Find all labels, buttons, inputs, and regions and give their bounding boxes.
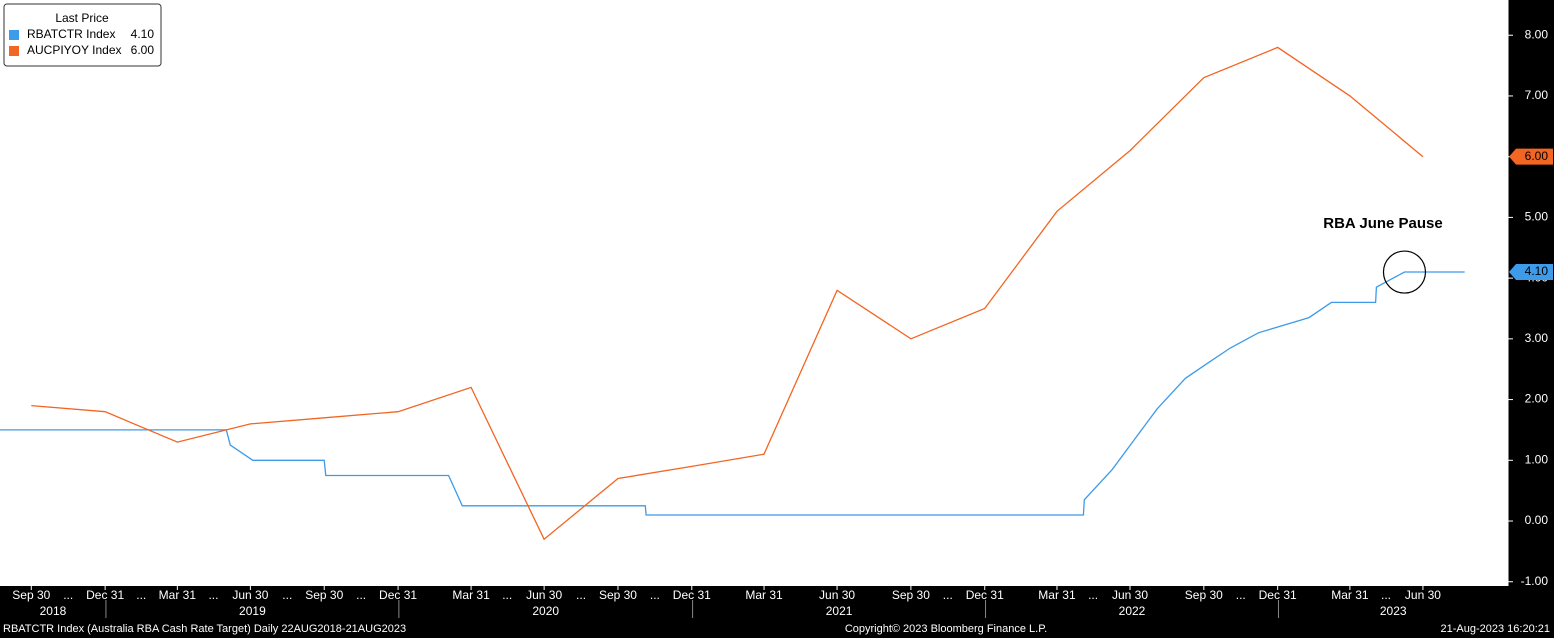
y-tick-label: 1.00 <box>1525 452 1549 466</box>
footer-center: Copyright© 2023 Bloomberg Finance L.P. <box>845 623 1047 635</box>
year-label: 2018 <box>40 604 67 618</box>
last-price-label: 4.10 <box>1525 264 1549 278</box>
x-tick-label: Dec 31 <box>673 588 711 602</box>
x-tick-label: ... <box>136 588 146 602</box>
x-tick-label: ... <box>282 588 292 602</box>
x-tick-label: ... <box>576 588 586 602</box>
year-label: 2022 <box>1119 604 1146 618</box>
y-tick-label: 8.00 <box>1525 27 1549 41</box>
legend: Last Price RBATCTR Index 4.10 AUCPIYOY Ind… <box>3 3 162 67</box>
x-tick-label: Jun 30 <box>232 588 268 602</box>
legend-box <box>3 3 162 67</box>
x-tick-label: ... <box>63 588 73 602</box>
x-tick-label: Jun 30 <box>819 588 855 602</box>
x-tick-label: ... <box>1381 588 1391 602</box>
x-tick-label: Jun 30 <box>526 588 562 602</box>
plot-area <box>0 0 1508 586</box>
footer-right: 21-Aug-2023 16:20:21 <box>1441 623 1550 635</box>
year-label: 2019 <box>239 604 266 618</box>
year-label: 2023 <box>1380 604 1407 618</box>
legend-label: RBATCTR Index <box>27 27 115 41</box>
annotation-circle <box>1382 250 1427 294</box>
year-label: 2020 <box>532 604 559 618</box>
last-price-tag <box>1509 148 1553 165</box>
x-tick-label: Mar 31 <box>1331 588 1369 602</box>
x-tick-label: ... <box>943 588 953 602</box>
y-tick-label: 3.00 <box>1525 331 1549 345</box>
x-tick-label: Mar 31 <box>745 588 783 602</box>
legend-swatch <box>9 46 19 56</box>
x-tick-label: Jun 30 <box>1112 588 1148 602</box>
x-tick-label: Mar 31 <box>159 588 197 602</box>
x-tick-label: Sep 30 <box>1185 588 1223 602</box>
x-tick-label: Mar 31 <box>452 588 490 602</box>
annotation: RBA June Pause <box>1323 215 1442 232</box>
x-tick-label: ... <box>356 588 366 602</box>
x-tick-label: Sep 30 <box>12 588 50 602</box>
legend-label: AUCPIYOY Index <box>27 43 122 57</box>
legend-value: 6.00 <box>131 43 155 57</box>
footer-left: RBATCTR Index (Australia RBA Cash Rate T… <box>3 623 406 635</box>
x-tick-label: ... <box>1088 588 1098 602</box>
x-tick-label: Dec 31 <box>1259 588 1297 602</box>
series-line <box>0 271 1465 516</box>
x-tick-label: Jun 30 <box>1405 588 1441 602</box>
x-tick-label: ... <box>650 588 660 602</box>
x-tick-label: ... <box>1236 588 1246 602</box>
y-tick-label: -1.00 <box>1521 574 1549 588</box>
legend-swatch <box>9 30 19 40</box>
x-tick-label: Sep 30 <box>892 588 930 602</box>
y-tick-label: 7.00 <box>1525 88 1549 102</box>
y-tick-label: 5.00 <box>1525 210 1549 224</box>
x-tick-label: Dec 31 <box>379 588 417 602</box>
x-tick-label: ... <box>208 588 218 602</box>
series-line <box>31 46 1424 541</box>
x-tick-label: Dec 31 <box>86 588 124 602</box>
last-price-tag <box>1509 264 1553 281</box>
year-label: 2021 <box>826 604 853 618</box>
legend-value: 4.10 <box>131 27 155 41</box>
y-tick-label: 2.00 <box>1525 392 1549 406</box>
y-tick-label: 0.00 <box>1525 513 1549 527</box>
x-tick-label: ... <box>502 588 512 602</box>
x-tick-label: Sep 30 <box>305 588 343 602</box>
x-tick-label: Dec 31 <box>966 588 1004 602</box>
x-tick-label: Mar 31 <box>1038 588 1076 602</box>
x-tick-label: Sep 30 <box>599 588 637 602</box>
legend-title: Last Price <box>55 11 109 25</box>
last-price-label: 6.00 <box>1525 149 1549 163</box>
